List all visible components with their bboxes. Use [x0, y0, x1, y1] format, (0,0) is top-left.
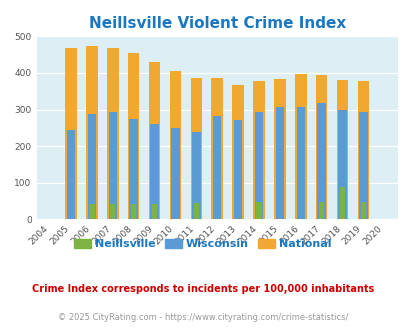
Bar: [211, 78, 222, 219]
Bar: [233, 120, 242, 219]
Bar: [128, 53, 139, 219]
Bar: [256, 202, 261, 219]
Bar: [86, 46, 97, 219]
Bar: [149, 62, 160, 219]
Bar: [318, 202, 324, 219]
Bar: [360, 202, 365, 219]
Bar: [67, 130, 75, 219]
Bar: [89, 204, 94, 219]
Bar: [171, 128, 179, 219]
Bar: [190, 78, 202, 219]
Bar: [65, 48, 77, 219]
Bar: [129, 119, 138, 219]
Bar: [107, 49, 118, 219]
Bar: [232, 85, 243, 219]
Bar: [317, 103, 325, 219]
Bar: [254, 112, 262, 219]
Bar: [213, 116, 221, 219]
Bar: [151, 204, 157, 219]
Legend: Neillsville, Wisconsin, National: Neillsville, Wisconsin, National: [70, 234, 335, 253]
Bar: [336, 80, 347, 219]
Bar: [339, 187, 344, 219]
Bar: [315, 75, 326, 219]
Bar: [337, 110, 346, 219]
Text: Crime Index corresponds to incidents per 100,000 inhabitants: Crime Index corresponds to incidents per…: [32, 284, 373, 294]
Bar: [273, 79, 285, 219]
Bar: [294, 74, 306, 219]
Bar: [253, 82, 264, 219]
Bar: [87, 114, 96, 219]
Bar: [357, 81, 368, 219]
Bar: [169, 71, 181, 219]
Bar: [110, 204, 115, 219]
Title: Neillsville Violent Crime Index: Neillsville Violent Crime Index: [88, 16, 345, 31]
Bar: [108, 112, 117, 219]
Bar: [131, 204, 136, 219]
Bar: [192, 132, 200, 219]
Text: © 2025 CityRating.com - https://www.cityrating.com/crime-statistics/: © 2025 CityRating.com - https://www.city…: [58, 313, 347, 322]
Bar: [150, 124, 158, 219]
Bar: [358, 112, 367, 219]
Bar: [296, 107, 304, 219]
Bar: [193, 203, 198, 219]
Bar: [275, 107, 283, 219]
